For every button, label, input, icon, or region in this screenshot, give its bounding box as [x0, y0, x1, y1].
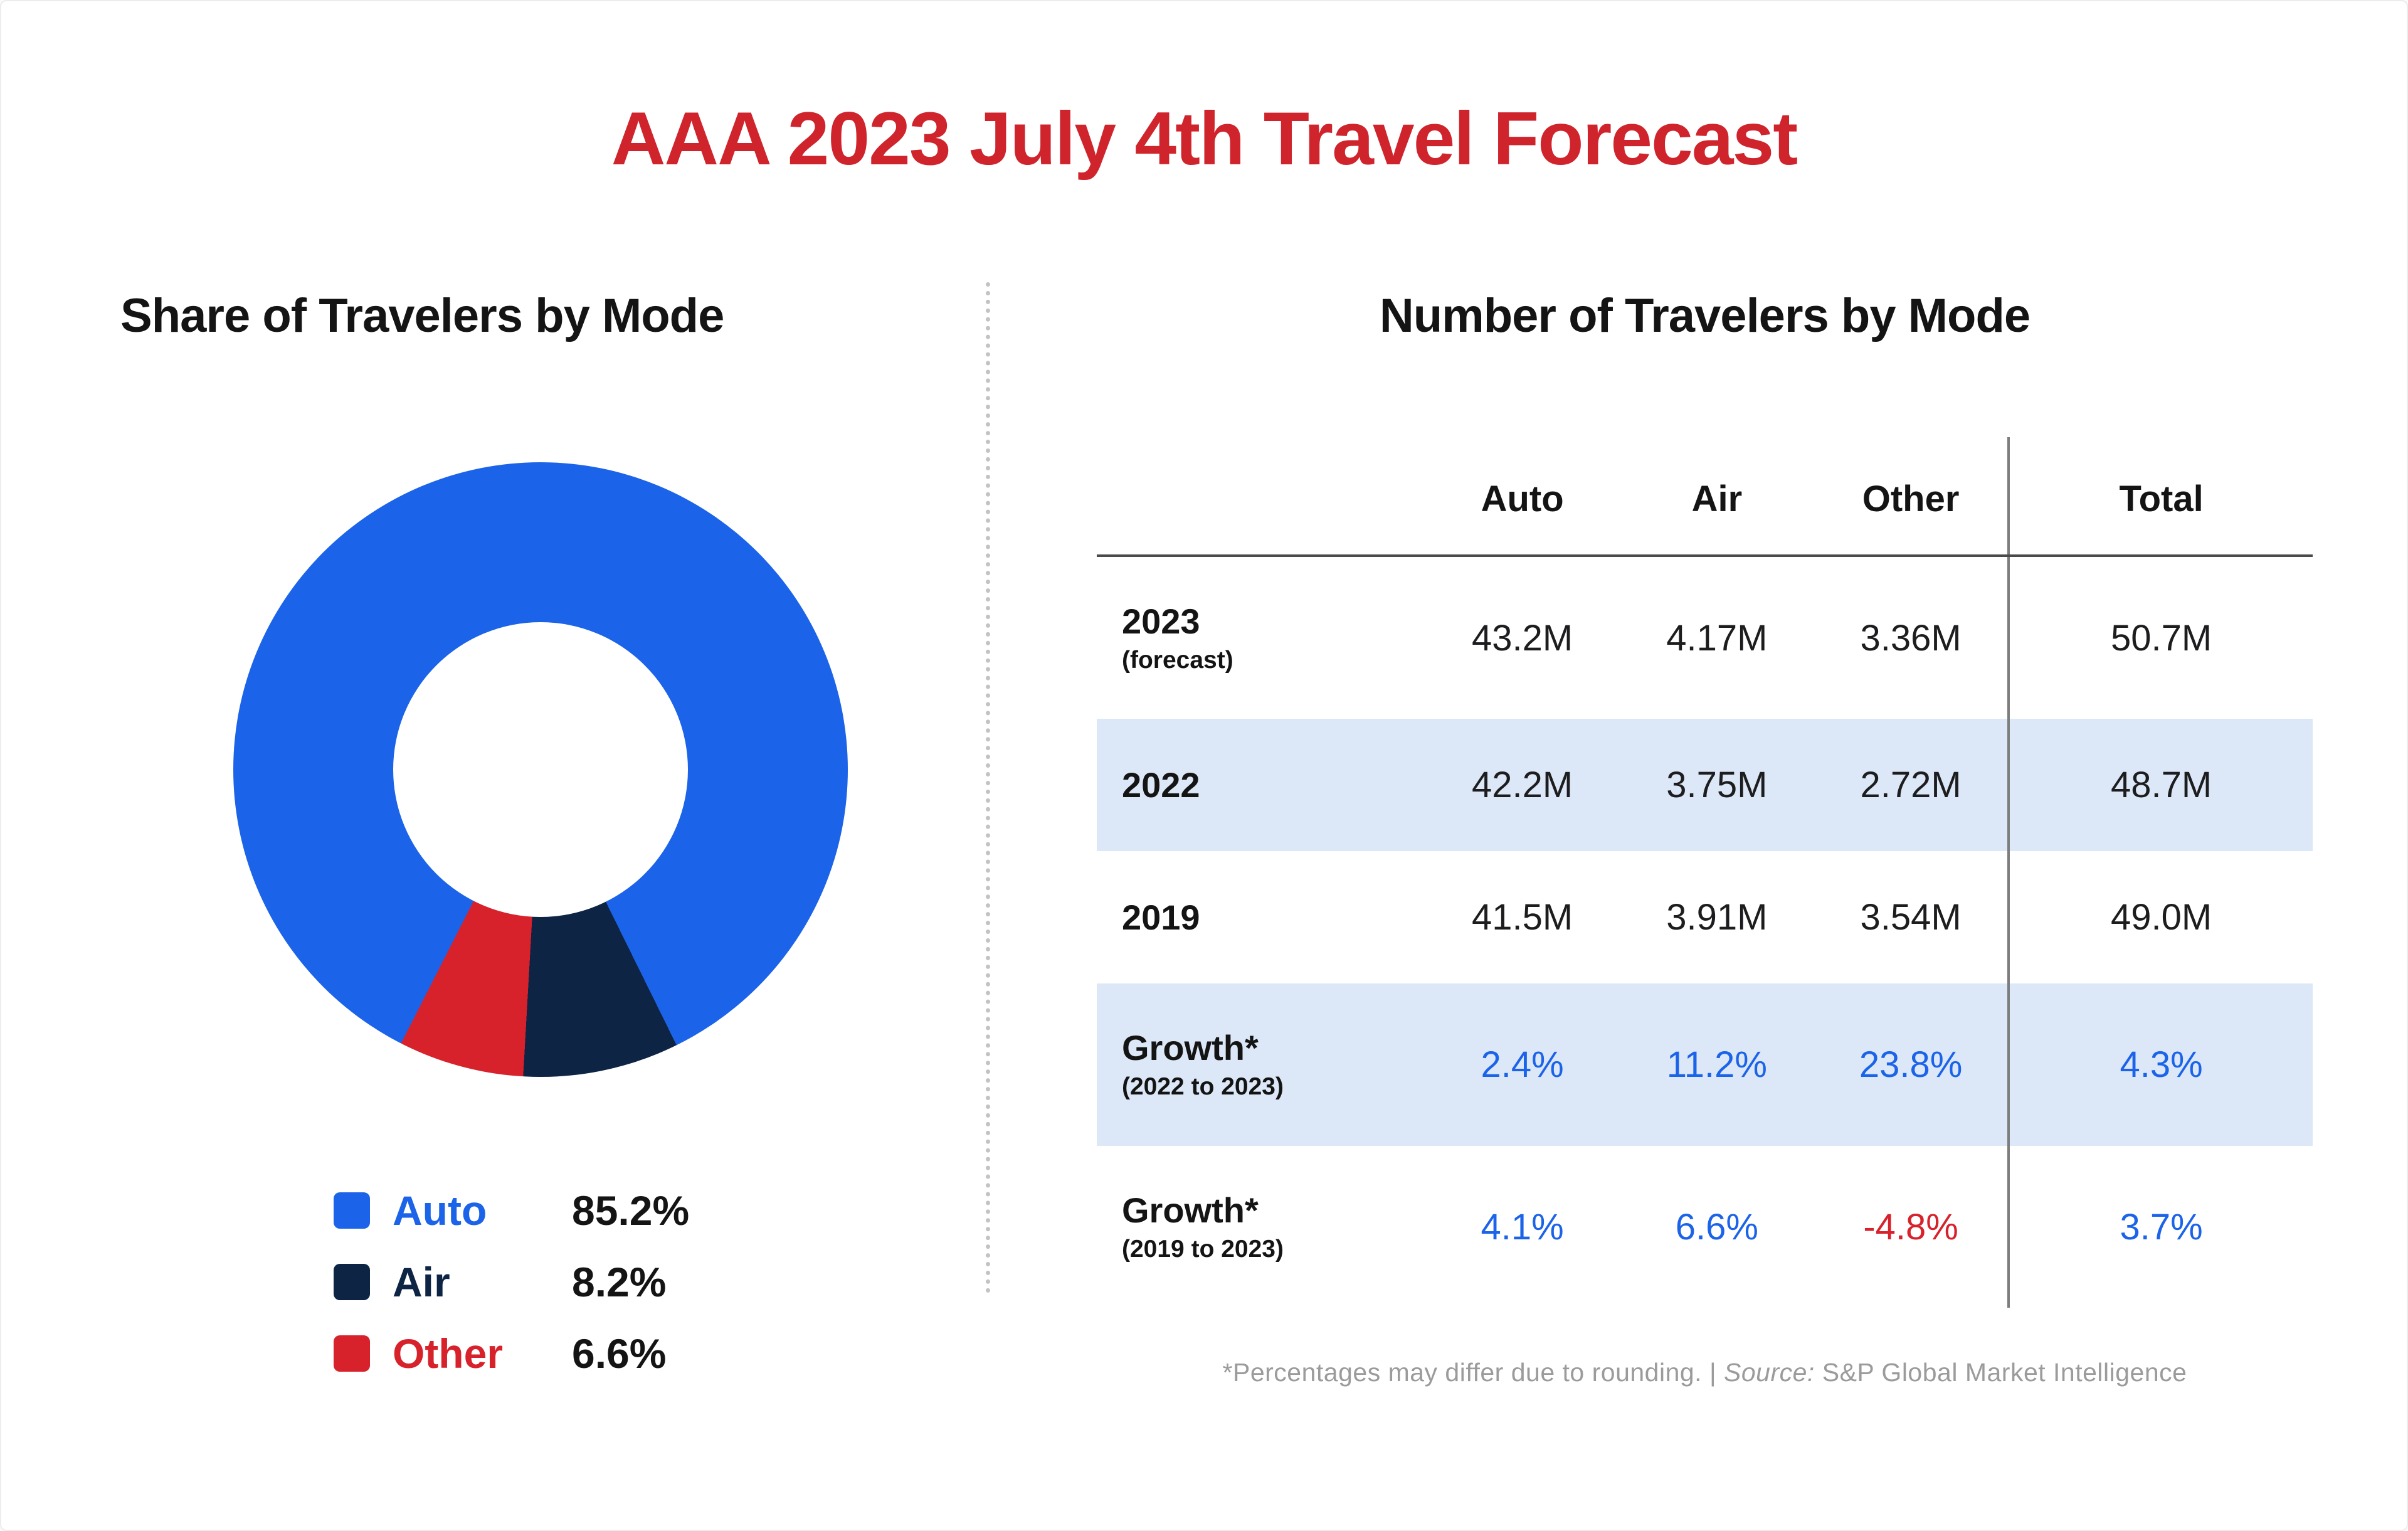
col-header-air: Air	[1619, 437, 1814, 557]
row-label: 2019	[1122, 898, 1200, 938]
col-header-other: Other	[1814, 437, 2009, 557]
legend-swatch-air-icon	[333, 1264, 370, 1300]
footnote: *Percentages may differ due to rounding.…	[1097, 1358, 2313, 1387]
table-cell: 11.2%	[1666, 1044, 1767, 1086]
legend-value: 6.6%	[572, 1330, 667, 1377]
table-cell: 49.0M	[2007, 851, 2313, 984]
donut-chart	[233, 462, 848, 1077]
footnote-separator: |	[1709, 1358, 1724, 1387]
table-cell: 3.7%	[2007, 1145, 2313, 1308]
table-cell: 3.54M	[1860, 897, 1962, 938]
table-body: 2023 (forecast) 43.2M 4.17M 3.36M 50.7M 2022 42…	[1097, 556, 2313, 1308]
table-head-row: Auto Air Other Total	[1097, 437, 2313, 557]
table-cell: 3.75M	[1666, 765, 1768, 806]
legend-swatch-auto-icon	[333, 1192, 370, 1229]
legend-label: Air	[392, 1259, 450, 1305]
table-row: Growth* (2022 to 2023) 2.4% 11.2% 23.8% 4.3%	[1097, 983, 2313, 1146]
donut-legend: Auto 85.2% Air 8.2% Other 6.6%	[333, 1187, 747, 1377]
row-label: Growth* (2022 to 2023)	[1122, 1028, 1284, 1101]
table-cell: 4.1%	[1481, 1206, 1564, 1248]
row-label: 2022	[1122, 765, 1200, 805]
table-cell: 4.3%	[2007, 983, 2313, 1146]
footnote-source-label: Source:	[1724, 1358, 1815, 1387]
travel-forecast-table: Auto Air Other Total 2023 (forecast) 43.2M 4.1…	[1097, 437, 2313, 1308]
donut-heading: Share of Travelers by Mode	[120, 289, 724, 342]
table-cell: 2.72M	[1860, 765, 1962, 806]
table-cell: 2.4%	[1481, 1044, 1564, 1086]
table-cell: 50.7M	[2007, 556, 2313, 719]
legend-value: 8.2%	[572, 1259, 667, 1305]
col-header-empty	[1097, 437, 1425, 557]
footnote-source-text: S&P Global Market Intelligence	[1822, 1358, 2187, 1387]
table-row: 2023 (forecast) 43.2M 4.17M 3.36M 50.7M	[1097, 556, 2313, 719]
table-row: 2019 41.5M 3.91M 3.54M 49.0M	[1097, 851, 2313, 984]
table-cell: 6.6%	[1675, 1206, 1758, 1248]
legend-value: 85.2%	[572, 1187, 690, 1234]
table-cell: -4.8%	[1863, 1206, 1958, 1248]
content: Share of Travelers by Mode Auto 85.2% Ai…	[1, 270, 2407, 1387]
legend-label: Auto	[392, 1187, 487, 1234]
table-row: 2022 42.2M 3.75M 2.72M 48.7M	[1097, 719, 2313, 852]
donut-panel: Share of Travelers by Mode Auto 85.2% Ai…	[95, 270, 986, 1387]
table-cell: 3.36M	[1860, 617, 1962, 659]
table-cell: 48.7M	[2007, 719, 2313, 852]
row-label: Growth* (2019 to 2023)	[1122, 1190, 1284, 1263]
legend-item: Auto	[333, 1187, 503, 1234]
col-header-auto: Auto	[1425, 437, 1620, 557]
table-cell: 41.5M	[1472, 897, 1573, 938]
legend-item: Other	[333, 1330, 504, 1377]
row-label: 2023 (forecast)	[1122, 601, 1233, 674]
table-cell: 4.17M	[1666, 617, 1768, 659]
legend-item: Air	[333, 1258, 503, 1306]
table-cell: 23.8%	[1859, 1044, 1963, 1086]
table-panel: Number of Travelers by Mode Auto Air Other…	[990, 270, 2313, 1387]
col-header-total: Total	[2007, 437, 2313, 557]
table-cell: 42.2M	[1472, 765, 1573, 806]
page-title: AAA 2023 July 4th Travel Forecast	[611, 97, 1798, 181]
vertical-dotted-divider	[986, 282, 990, 1294]
table-heading: Number of Travelers by Mode	[1379, 289, 2030, 342]
donut-hole	[393, 622, 689, 918]
legend-label: Other	[392, 1330, 504, 1377]
legend-swatch-other-icon	[333, 1335, 370, 1372]
footnote-note: *Percentages may differ due to rounding.	[1222, 1358, 1709, 1387]
table-row: Growth* (2019 to 2023) 4.1% 6.6% -4.8% 3.7%	[1097, 1145, 2313, 1308]
table-cell: 3.91M	[1666, 897, 1768, 938]
table-cell: 43.2M	[1472, 617, 1573, 659]
